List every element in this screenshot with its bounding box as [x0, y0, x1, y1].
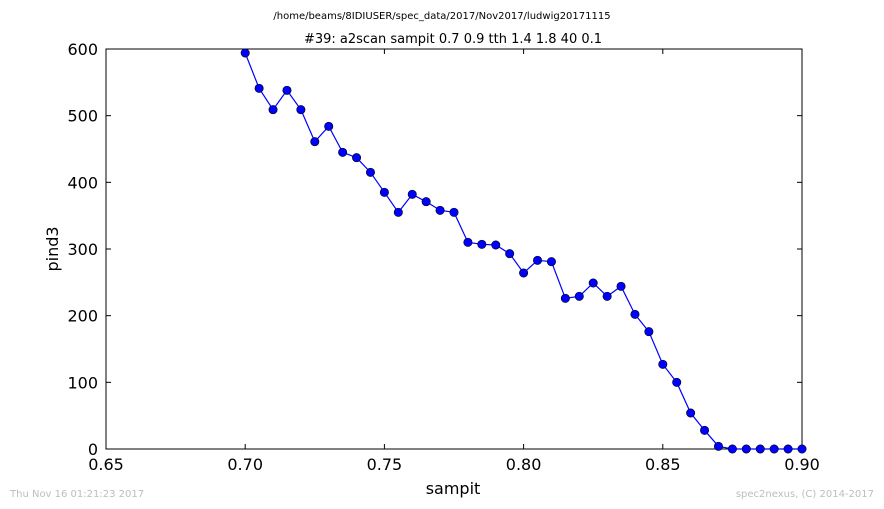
data-point: [268, 105, 278, 115]
y-tick-label: 100: [67, 373, 98, 392]
data-point: [379, 187, 389, 197]
y-tick-label: 400: [67, 173, 98, 192]
series-line: [244, 52, 802, 450]
data-point: [783, 444, 793, 454]
data-point: [616, 281, 626, 291]
data-point: [254, 83, 264, 93]
data-point: [755, 444, 765, 454]
data-point: [644, 327, 654, 337]
data-point: [463, 237, 473, 247]
y-tick-label: 300: [67, 240, 98, 259]
data-point: [533, 255, 543, 265]
data-point: [324, 121, 334, 131]
data-point: [407, 189, 417, 199]
plot-area: 0.65 0.70 0.75 0.80 0.85 0.90 0 100 200 300 400 500…: [67, 40, 819, 474]
data-point: [546, 257, 556, 267]
y-tick-label: 0: [88, 440, 98, 459]
data-point: [588, 278, 598, 288]
data-point: [421, 197, 431, 207]
data-point: [491, 240, 501, 250]
data-point: [338, 147, 348, 157]
plot-frame: [105, 48, 803, 450]
data-point: [672, 377, 682, 387]
data-point: [449, 207, 459, 217]
x-tick-label: 0.65: [88, 455, 124, 474]
chart-title: #39: a2scan sampit 0.7 0.9 tth 1.4 1.8 4…: [304, 32, 602, 47]
y-axis-label: pind3: [43, 226, 62, 271]
x-tick-label: 0.75: [367, 455, 403, 474]
y-tick-label: 200: [67, 307, 98, 326]
data-point: [393, 207, 403, 217]
data-point: [365, 167, 375, 177]
data-point: [727, 444, 737, 454]
data-point: [797, 444, 807, 454]
data-point: [282, 85, 292, 95]
footer-credit: spec2nexus, (C) 2014-2017: [735, 489, 874, 500]
data-point: [602, 291, 612, 301]
data-point: [700, 425, 710, 435]
data-point: [505, 249, 515, 259]
data-point: [240, 48, 250, 58]
y-tick-label: 500: [67, 107, 98, 126]
data-point: [574, 291, 584, 301]
data-point: [630, 309, 640, 319]
data-point: [519, 268, 529, 278]
data-point: [352, 153, 362, 163]
x-tick-label: 0.85: [645, 455, 681, 474]
y-tick-label: 600: [67, 40, 98, 59]
footer-timestamp: Thu Nov 16 01:21:23 2017: [10, 489, 145, 500]
x-tick-label: 0.90: [784, 455, 820, 474]
data-point: [741, 444, 751, 454]
data-point: [296, 105, 306, 115]
data-point: [686, 408, 696, 418]
x-tick-label: 0.70: [227, 455, 263, 474]
x-axis-label: sampit: [426, 479, 481, 498]
x-tick-label: 0.80: [506, 455, 542, 474]
data-point: [560, 293, 570, 303]
data-point: [713, 441, 723, 451]
data-point: [477, 239, 487, 249]
data-point: [310, 137, 320, 147]
data-point: [769, 444, 779, 454]
data-point: [658, 359, 668, 369]
data-point: [435, 205, 445, 215]
chart-suptitle: /home/beams/8IDIUSER/spec_data/2017/Nov2…: [273, 11, 610, 22]
